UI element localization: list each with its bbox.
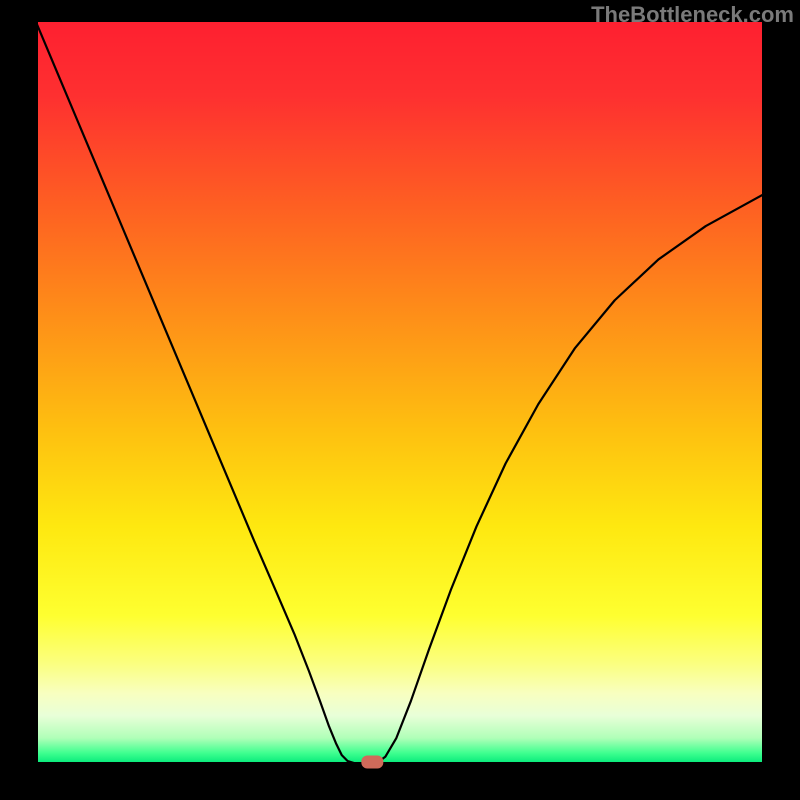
optimal-point-marker <box>361 756 383 769</box>
chart-container: TheBottleneck.com <box>0 0 800 800</box>
plot-area <box>36 22 764 764</box>
chart-svg <box>0 0 800 800</box>
watermark-label: TheBottleneck.com <box>591 2 794 28</box>
